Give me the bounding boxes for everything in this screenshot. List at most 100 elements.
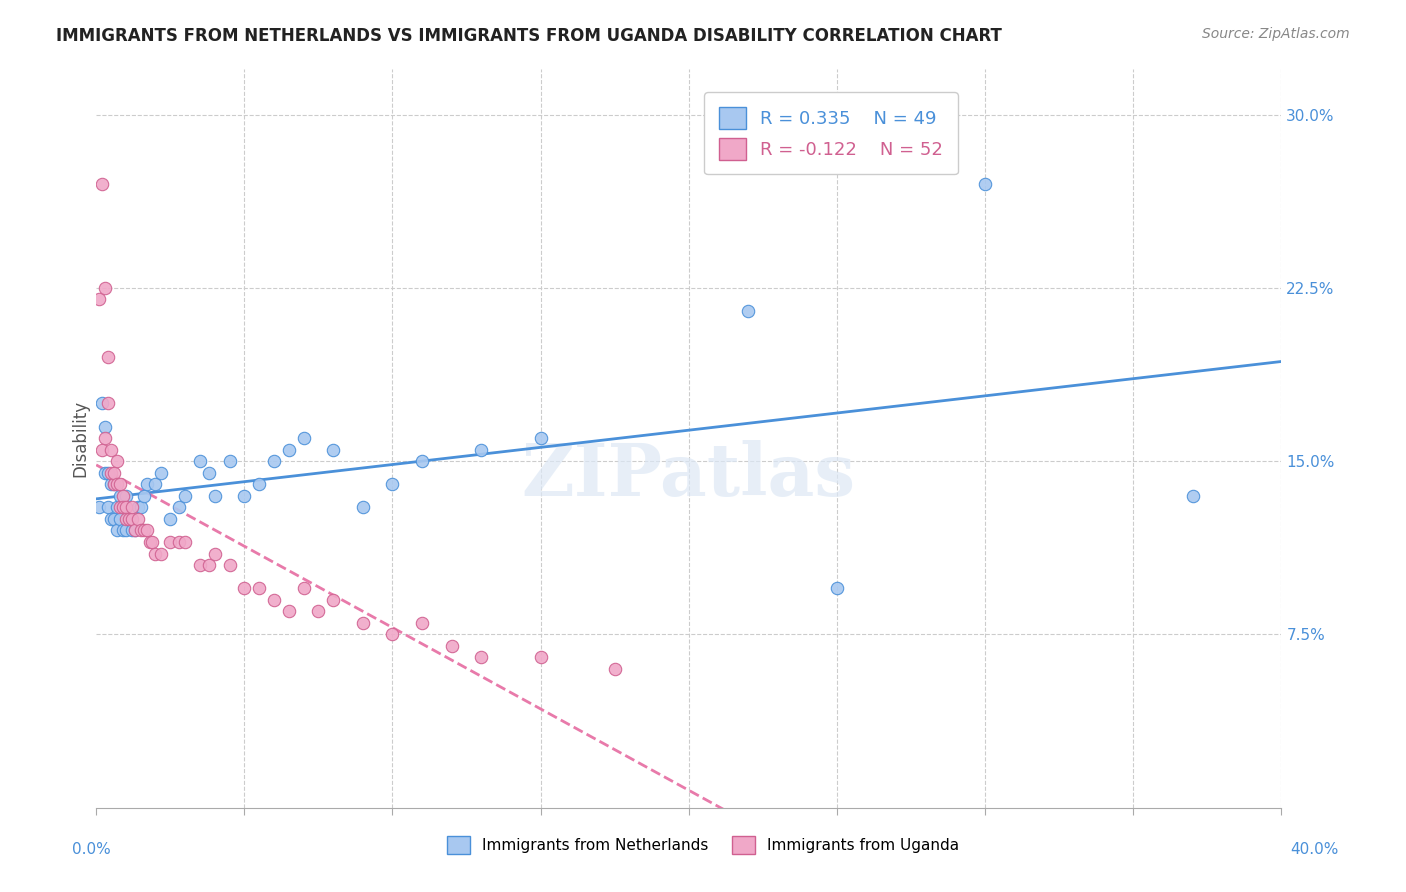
- Text: 40.0%: 40.0%: [1291, 842, 1339, 856]
- Text: Source: ZipAtlas.com: Source: ZipAtlas.com: [1202, 27, 1350, 41]
- Point: [108, 477, 131, 491]
- Point: [108, 500, 131, 515]
- Point: [103, 477, 125, 491]
- Point: [603, 662, 626, 676]
- Point: [204, 547, 226, 561]
- Point: [94, 281, 117, 295]
- Point: [111, 500, 134, 515]
- Point: [411, 615, 433, 630]
- Point: [129, 500, 152, 515]
- Point: [105, 524, 128, 538]
- Point: [105, 454, 128, 468]
- Point: [974, 177, 997, 191]
- Point: [204, 489, 226, 503]
- Point: [167, 500, 190, 515]
- Point: [381, 477, 404, 491]
- Point: [263, 454, 285, 468]
- Point: [121, 500, 143, 515]
- Text: IMMIGRANTS FROM NETHERLANDS VS IMMIGRANTS FROM UGANDA DISABILITY CORRELATION CHA: IMMIGRANTS FROM NETHERLANDS VS IMMIGRANT…: [56, 27, 1002, 45]
- Point: [105, 477, 128, 491]
- Point: [94, 466, 117, 480]
- Point: [111, 500, 134, 515]
- Point: [167, 535, 190, 549]
- Point: [825, 581, 848, 595]
- Point: [97, 350, 120, 364]
- Point: [247, 477, 270, 491]
- Point: [111, 524, 134, 538]
- Point: [94, 419, 117, 434]
- Point: [292, 581, 315, 595]
- Point: [233, 581, 256, 595]
- Point: [118, 512, 141, 526]
- Point: [247, 581, 270, 595]
- Point: [124, 524, 146, 538]
- Point: [188, 558, 211, 573]
- Point: [307, 604, 329, 618]
- Point: [322, 592, 344, 607]
- Point: [737, 304, 759, 318]
- Point: [159, 535, 181, 549]
- Point: [97, 466, 120, 480]
- Point: [97, 500, 120, 515]
- Point: [263, 592, 285, 607]
- Point: [114, 489, 136, 503]
- Point: [100, 512, 122, 526]
- Legend: R = 0.335    N = 49, R = -0.122    N = 52: R = 0.335 N = 49, R = -0.122 N = 52: [704, 93, 957, 174]
- Point: [121, 512, 143, 526]
- Point: [114, 512, 136, 526]
- Point: [135, 477, 157, 491]
- Point: [470, 442, 492, 457]
- Point: [530, 650, 553, 665]
- Point: [218, 454, 240, 468]
- Point: [145, 477, 167, 491]
- Point: [150, 547, 173, 561]
- Point: [352, 500, 374, 515]
- Point: [129, 524, 152, 538]
- Point: [218, 558, 240, 573]
- Point: [132, 489, 155, 503]
- Point: [150, 466, 173, 480]
- Point: [108, 489, 131, 503]
- Point: [103, 477, 125, 491]
- Point: [233, 489, 256, 503]
- Point: [1181, 489, 1204, 503]
- Point: [197, 558, 219, 573]
- Point: [141, 535, 163, 549]
- Point: [91, 177, 114, 191]
- Point: [145, 547, 167, 561]
- Point: [470, 650, 492, 665]
- Point: [322, 442, 344, 457]
- Point: [174, 535, 197, 549]
- Text: 0.0%: 0.0%: [72, 842, 111, 856]
- Point: [159, 512, 181, 526]
- Point: [277, 442, 299, 457]
- Legend: Immigrants from Netherlands, Immigrants from Uganda: Immigrants from Netherlands, Immigrants …: [440, 828, 966, 862]
- Point: [111, 489, 134, 503]
- Point: [97, 396, 120, 410]
- Point: [114, 500, 136, 515]
- Point: [105, 500, 128, 515]
- Point: [135, 524, 157, 538]
- Point: [100, 477, 122, 491]
- Point: [100, 466, 122, 480]
- Point: [103, 466, 125, 480]
- Point: [108, 512, 131, 526]
- Point: [352, 615, 374, 630]
- Point: [530, 431, 553, 445]
- Point: [114, 524, 136, 538]
- Text: ZIPatlas: ZIPatlas: [522, 440, 856, 510]
- Point: [188, 454, 211, 468]
- Point: [91, 442, 114, 457]
- Point: [411, 454, 433, 468]
- Point: [277, 604, 299, 618]
- Point: [100, 442, 122, 457]
- Point: [381, 627, 404, 641]
- Point: [91, 396, 114, 410]
- Point: [121, 524, 143, 538]
- Y-axis label: Disability: Disability: [72, 400, 89, 476]
- Point: [127, 500, 149, 515]
- Point: [94, 431, 117, 445]
- Point: [440, 639, 463, 653]
- Point: [124, 524, 146, 538]
- Point: [138, 535, 160, 549]
